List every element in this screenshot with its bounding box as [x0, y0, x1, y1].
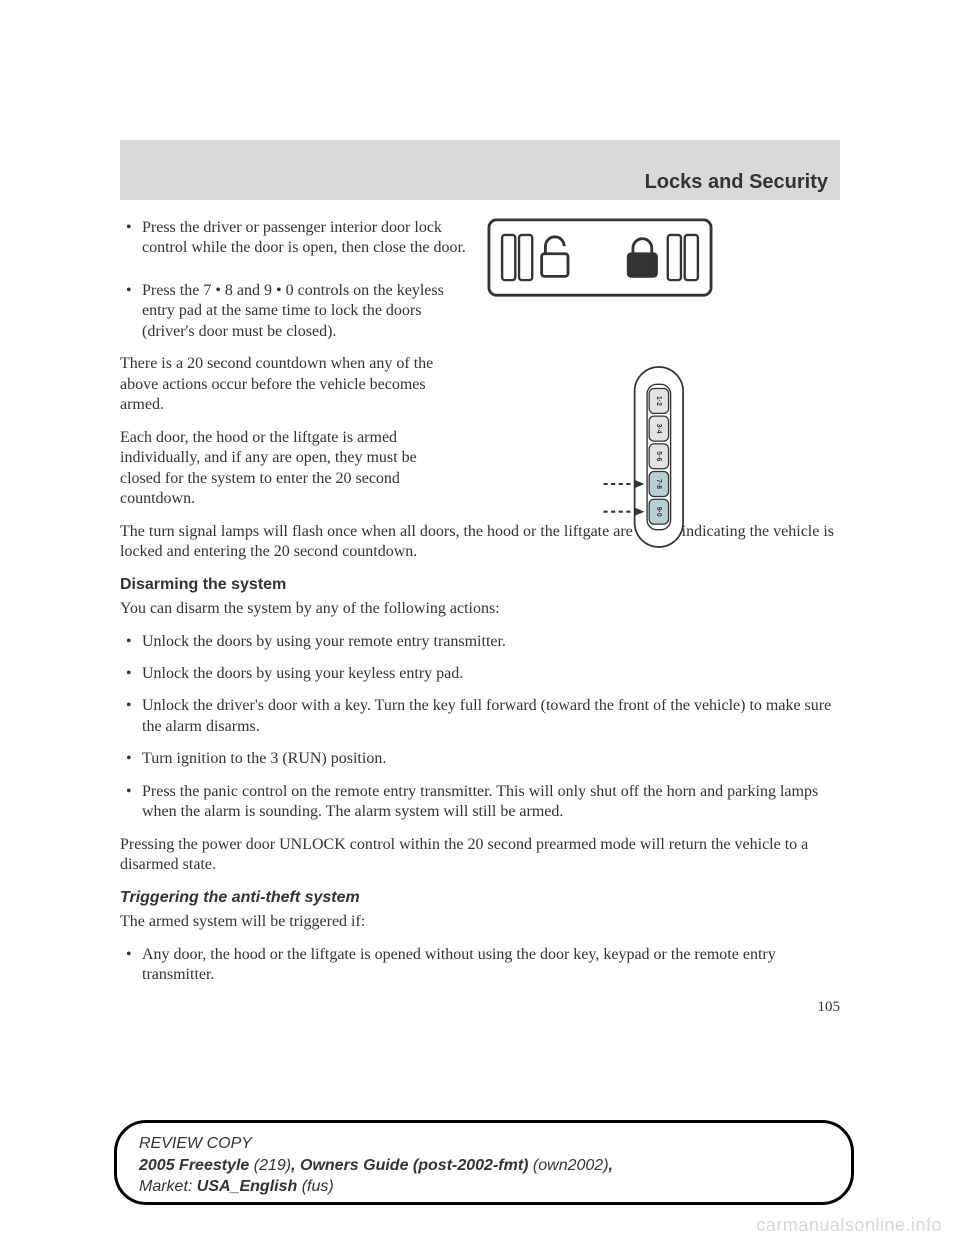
- list-item: Turn ignition to the 3 (RUN) position.: [120, 749, 840, 769]
- keypad-illustration: 1·2 3·4 5·6 7·8 9·0: [600, 322, 690, 592]
- footer-box: REVIEW COPY 2005 Freestyle (219), Owners…: [114, 1120, 854, 1205]
- svg-text:9·0: 9·0: [655, 507, 662, 517]
- subheading-disarm: Disarming the system: [120, 575, 840, 595]
- footer-model-code: (219): [254, 1157, 291, 1174]
- paragraph: There is a 20 second countdown when any …: [120, 354, 445, 415]
- svg-text:7·8: 7·8: [655, 479, 662, 489]
- footer-market: USA_English: [197, 1178, 302, 1195]
- body-content: Press the driver or passenger interior d…: [120, 218, 840, 1017]
- svg-text:1·2: 1·2: [655, 396, 662, 406]
- list-item: Press the 7 • 8 and 9 • 0 controls on th…: [120, 281, 467, 342]
- footer-market-line: Market: USA_English (fus): [139, 1176, 829, 1198]
- list-item: Press the driver or passenger interior d…: [120, 218, 467, 259]
- svg-text:3·4: 3·4: [655, 424, 662, 434]
- list-item: Any door, the hood or the liftgate is op…: [120, 945, 840, 986]
- subheading-trigger: Triggering the anti-theft system: [120, 888, 840, 908]
- footer-market-code: (fus): [302, 1178, 334, 1195]
- svg-text:5·6: 5·6: [655, 451, 662, 461]
- watermark: carmanualsonline.info: [756, 1215, 942, 1236]
- page-number: 105: [120, 998, 840, 1017]
- paragraph: You can disarm the system by any of the …: [120, 599, 840, 619]
- lock-switch-illustration: [480, 218, 720, 298]
- paragraph: The armed system will be triggered if:: [120, 912, 840, 932]
- footer-review: REVIEW COPY: [139, 1133, 829, 1155]
- section-title: Locks and Security: [645, 171, 828, 194]
- paragraph: Each door, the hood or the liftgate is a…: [120, 428, 445, 510]
- footer-comma: ,: [609, 1157, 613, 1174]
- list-item: Unlock the doors by using your remote en…: [120, 632, 840, 652]
- paragraph: The turn signal lamps will flash once wh…: [120, 522, 840, 563]
- section-header: Locks and Security: [120, 140, 840, 200]
- list-item: Press the panic control on the remote en…: [120, 782, 840, 823]
- list-item: Unlock the doors by using your keyless e…: [120, 664, 840, 684]
- paragraph: Pressing the power door UNLOCK control w…: [120, 835, 840, 876]
- footer-guide-code: (own2002): [533, 1157, 609, 1174]
- footer-model: 2005 Freestyle: [139, 1157, 254, 1174]
- footer-market-label: Market:: [139, 1178, 197, 1195]
- footer-guide: , Owners Guide (post-2002-fmt): [291, 1157, 533, 1174]
- footer-model-line: 2005 Freestyle (219), Owners Guide (post…: [139, 1155, 829, 1177]
- list-item: Unlock the driver's door with a key. Tur…: [120, 696, 840, 737]
